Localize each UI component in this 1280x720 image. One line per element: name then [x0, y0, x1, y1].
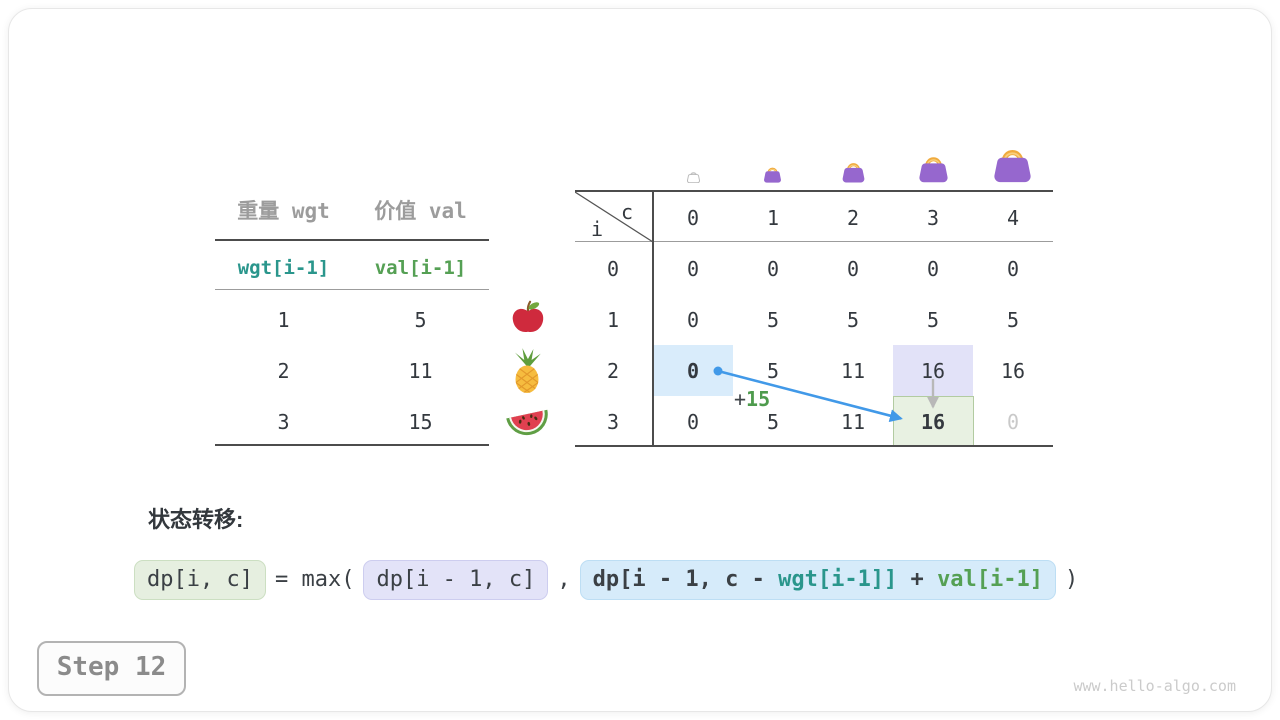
dp-cell-r0-c4: 0 — [1006, 257, 1020, 281]
dp-rule-top — [575, 190, 1053, 192]
bag-medium-icon — [842, 163, 865, 183]
formula-lhs-box: dp[i, c] — [134, 560, 266, 600]
pineapple-icon — [515, 348, 541, 393]
items-var-wgt: wgt[i-1] — [237, 257, 330, 279]
dp-colhead-2: 2 — [846, 206, 860, 230]
items-header-value: 价值 val — [374, 199, 467, 223]
add-value-annotation: +15 — [734, 387, 770, 411]
dp-rowhead-1: 1 — [606, 308, 620, 332]
bag-small-icon — [764, 167, 781, 183]
dp-cell-r1-c2: 5 — [846, 308, 860, 332]
dp-cell-r2-c0: 0 — [686, 359, 700, 383]
dp-cell-r0-c3: 0 — [926, 257, 940, 281]
bag-xlarge-icon — [994, 150, 1031, 183]
formula-comma: , — [557, 567, 571, 592]
dp-corner-diagonal — [575, 191, 654, 243]
formula-arg2-part1: dp[i - 1, c - — [592, 567, 779, 592]
dp-corner-row-var: i — [590, 217, 604, 241]
dp-cell-r3-c1: 5 — [766, 410, 780, 434]
add-value-plus: + — [734, 387, 747, 411]
formula-arg2-wgt: wgt[i-1]] — [778, 567, 898, 592]
dp-cell-r3-c4: 0 — [1006, 410, 1020, 434]
dp-rowhead-3: 3 — [606, 410, 620, 434]
dp-rowhead-2: 2 — [606, 359, 620, 383]
transition-formula: dp[i, c] = max( dp[i - 1, c] , dp[i - 1,… — [134, 560, 1078, 600]
formula-arg2-val: val[i-1] — [937, 567, 1044, 592]
dp-cell-r0-c1: 0 — [766, 257, 780, 281]
dp-cell-r1-c3: 5 — [926, 308, 940, 332]
dp-cell-r0-c2: 0 — [846, 257, 860, 281]
items-row3-val: 15 — [408, 410, 433, 434]
formula-operator: = max( — [274, 567, 355, 592]
dp-corner-col-var: c — [620, 200, 634, 224]
dp-cell-r1-c0: 0 — [686, 308, 700, 332]
transition-arrow — [717, 369, 903, 423]
bag-outline-icon — [686, 172, 701, 183]
dp-rowhead-0: 0 — [606, 257, 620, 281]
dp-colhead-0: 0 — [686, 206, 700, 230]
add-value-number: 15 — [746, 387, 771, 411]
dp-cell-r2-c1: 5 — [766, 359, 780, 383]
items-row2-val: 11 — [408, 359, 433, 383]
watermelon-icon — [506, 409, 548, 436]
dp-cell-r0-c0: 0 — [686, 257, 700, 281]
dp-cell-r2-c4: 16 — [1000, 359, 1026, 383]
formula-close-paren: ) — [1065, 567, 1079, 592]
items-table-rule-bottom — [215, 444, 489, 446]
items-table-rule-top — [215, 239, 489, 241]
dp-cell-r3-c0: 0 — [686, 410, 700, 434]
dp-cell-r1-c4: 5 — [1006, 308, 1020, 332]
items-row3-wgt: 3 — [277, 410, 290, 434]
items-var-val: val[i-1] — [374, 257, 467, 279]
dp-colhead-3: 3 — [926, 206, 940, 230]
formula-arg1-box: dp[i - 1, c] — [363, 560, 549, 600]
dp-rule-header — [575, 241, 1053, 242]
dp-arrows-overlay — [575, 191, 939, 423]
dp-cell-r2-c2: 11 — [840, 359, 866, 383]
dp-cell-r1-c1: 5 — [766, 308, 780, 332]
items-row1-wgt: 1 — [277, 308, 290, 332]
formula-arg2-plus: + — [897, 567, 938, 592]
bag-large-icon — [919, 157, 948, 183]
items-table-rule-mid — [215, 289, 489, 290]
dp-colhead-1: 1 — [766, 206, 780, 230]
dp-rule-vertical — [652, 190, 654, 447]
dp-cell-r3-c2: 11 — [840, 410, 866, 434]
apple-icon — [512, 300, 544, 333]
dp-rule-bottom — [575, 445, 1053, 447]
state-transition-label: 状态转移: — [148, 507, 244, 532]
dp-cell-r3-c3: 16 — [920, 410, 946, 434]
items-row1-val: 5 — [414, 308, 427, 332]
items-header-weight: 重量 wgt — [237, 199, 330, 223]
items-row2-wgt: 2 — [277, 359, 290, 383]
formula-arg2-box: dp[i - 1, c - wgt[i-1]] + val[i-1] — [579, 560, 1057, 600]
watermark: www.hello-algo.com — [1073, 677, 1236, 695]
step-badge: Step 12 — [37, 641, 186, 696]
dp-colhead-4: 4 — [1006, 206, 1020, 230]
